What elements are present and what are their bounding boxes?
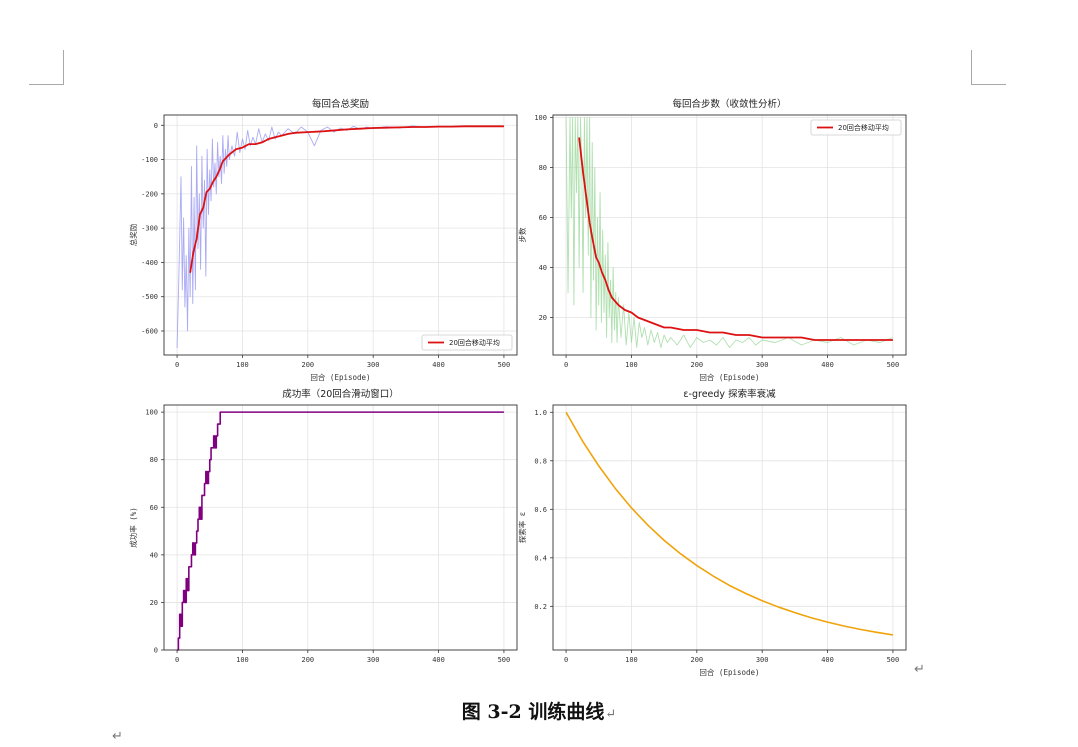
x-tick-label: 0 xyxy=(564,361,568,369)
y-tick-label: 40 xyxy=(539,264,547,272)
y-tick-label: 0 xyxy=(154,647,158,655)
series-line-2 xyxy=(578,137,893,341)
legend-label: 20回合移动平均 xyxy=(838,123,889,132)
x-tick-label: 100 xyxy=(236,656,249,664)
x-tick-label: 500 xyxy=(887,656,900,664)
x-tick-label: 0 xyxy=(175,361,179,369)
figure-caption: 图 3-2 训练曲线↵ xyxy=(0,697,1078,724)
y-tick-label: -600 xyxy=(141,328,158,336)
x-tick-label: 500 xyxy=(498,656,511,664)
x-axis-label: 回合 (Episode) xyxy=(699,667,759,677)
x-tick-label: 100 xyxy=(236,361,249,369)
x-tick-label: 400 xyxy=(432,361,445,369)
legend-box xyxy=(421,334,513,351)
y-axis-label: 步数 xyxy=(517,227,527,242)
plot-frame xyxy=(552,404,907,651)
chart-title: 成功率（20回合滑动窗口） xyxy=(282,388,399,400)
legend: 20回合移动平均 xyxy=(421,334,513,351)
series-line-1 xyxy=(565,117,894,348)
y-tick-label: 0.4 xyxy=(534,554,547,562)
x-tick-label: 200 xyxy=(690,361,703,369)
x-tick-label: 200 xyxy=(690,656,703,664)
y-axis-label: 探索率 ε xyxy=(517,512,527,544)
x-tick-label: 300 xyxy=(367,656,380,664)
y-axis-label: 总奖励 xyxy=(128,224,138,247)
plot-frame xyxy=(552,114,907,356)
y-tick-label: -400 xyxy=(141,259,158,267)
x-tick-label: 400 xyxy=(821,656,834,664)
crop-mark-top-left xyxy=(29,50,64,85)
return-mark-icon: ↵ xyxy=(605,707,617,722)
x-tick-label: 100 xyxy=(625,656,638,664)
y-tick-label: -100 xyxy=(141,156,158,164)
crop-mark-top-right xyxy=(971,50,1006,85)
chart-title: 每回合步数（收敛性分析） xyxy=(672,98,786,110)
x-tick-label: 400 xyxy=(821,361,834,369)
y-tick-label: -200 xyxy=(141,190,158,198)
caption-text: 图 3-2 训练曲线 xyxy=(461,701,605,723)
chart-title: 每回合总奖励 xyxy=(312,98,369,110)
training-curves-figure: 0 100 200 300 400 5000-100-200-300-400-500-60… xyxy=(128,98,907,677)
series-line-1 xyxy=(177,411,504,651)
y-tick-label: 60 xyxy=(539,214,547,222)
y-tick-label: 20 xyxy=(539,314,547,322)
x-tick-label: 0 xyxy=(175,656,179,664)
legend: 20回合移动平均 xyxy=(810,119,902,136)
y-tick-label: 40 xyxy=(150,551,158,559)
chart-panel-4: 0 100 200 300 400 500 0.2 0.4 0.6 0.8 1.0 ε-greedy … xyxy=(517,388,907,677)
x-axis-label: 回合 (Episode) xyxy=(699,372,759,382)
y-tick-label: 0.2 xyxy=(534,603,547,611)
return-mark-icon: ↵ xyxy=(112,729,123,744)
x-tick-label: 500 xyxy=(498,361,511,369)
y-tick-label: -500 xyxy=(141,293,158,301)
y-tick-label: 80 xyxy=(539,164,547,172)
x-tick-label: 400 xyxy=(432,656,445,664)
x-tick-label: 500 xyxy=(887,361,900,369)
legend-box xyxy=(810,119,902,136)
y-axis-label: 成功率 (%) xyxy=(128,507,138,548)
y-tick-label: 0.6 xyxy=(534,506,547,514)
series-line-1 xyxy=(565,411,894,636)
plot-frame xyxy=(163,404,518,651)
legend-label: 20回合移动平均 xyxy=(449,338,500,347)
chart-panel-2: 0 100 200 300 400 500 20 40 60 80 100 每回合步数（收敛性分析） 回… xyxy=(517,98,907,382)
chart-title: ε-greedy 探索率衰减 xyxy=(683,388,776,400)
y-tick-label: 100 xyxy=(534,114,547,122)
x-axis-label: 回合 (Episode) xyxy=(310,372,370,382)
y-tick-label: 100 xyxy=(145,409,158,417)
x-tick-label: 0 xyxy=(564,656,568,664)
y-tick-label: -300 xyxy=(141,225,158,233)
chart-panel-3: 0 100 200 300 400 500 0 20 40 60 80 100 成功率（20回合滑动窗口… xyxy=(128,388,518,664)
x-tick-label: 300 xyxy=(756,656,769,664)
x-tick-label: 100 xyxy=(625,361,638,369)
plot-frame xyxy=(163,114,518,356)
x-tick-label: 300 xyxy=(367,361,380,369)
series-line-2 xyxy=(189,125,504,273)
chart-panel-1: 0 100 200 300 400 500 0 -100 -200 -300 -400 -500 -60… xyxy=(128,98,518,382)
x-tick-label: 200 xyxy=(301,361,314,369)
y-tick-label: 60 xyxy=(150,504,158,512)
x-tick-label: 200 xyxy=(301,656,314,664)
x-tick-label: 300 xyxy=(756,361,769,369)
y-tick-label: 20 xyxy=(150,599,158,607)
y-tick-label: 0.8 xyxy=(534,457,547,465)
return-mark-icon: ↵ xyxy=(914,662,925,677)
y-tick-label: 0 xyxy=(154,122,158,130)
y-tick-label: 80 xyxy=(150,456,158,464)
y-tick-label: 1.0 xyxy=(534,409,547,417)
